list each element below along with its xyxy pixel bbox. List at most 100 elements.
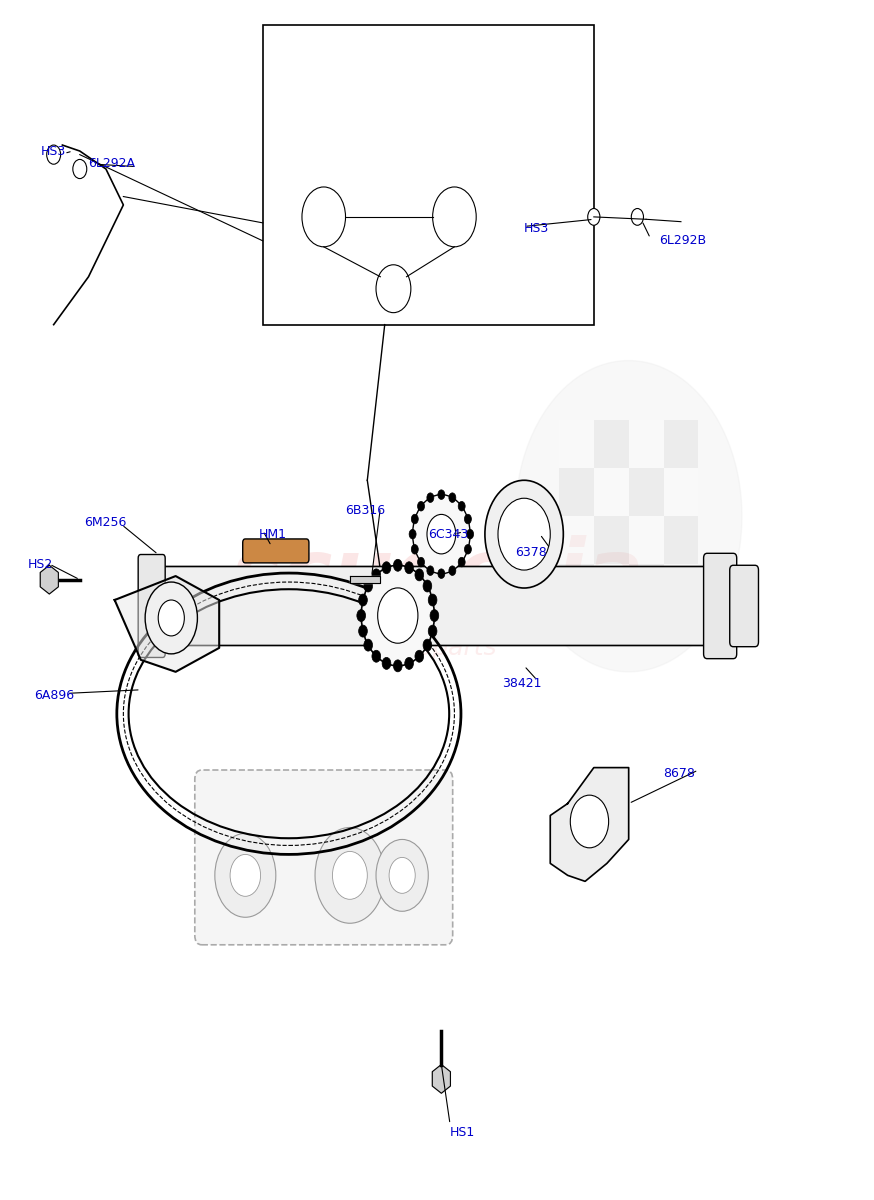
FancyBboxPatch shape: [263, 25, 593, 325]
Circle shape: [458, 502, 465, 511]
Circle shape: [393, 660, 402, 672]
Circle shape: [427, 493, 434, 503]
Bar: [663, 420, 698, 468]
Circle shape: [631, 209, 643, 226]
Circle shape: [405, 562, 413, 574]
Circle shape: [361, 565, 434, 666]
Circle shape: [418, 557, 425, 566]
Circle shape: [438, 490, 445, 499]
Circle shape: [485, 480, 564, 588]
FancyBboxPatch shape: [195, 770, 453, 944]
Text: HS2: HS2: [27, 558, 52, 570]
Circle shape: [415, 569, 424, 581]
Circle shape: [382, 562, 391, 574]
Circle shape: [389, 858, 415, 893]
Circle shape: [409, 529, 416, 539]
Polygon shape: [40, 565, 59, 594]
Text: autoparts: autoparts: [377, 636, 497, 660]
Bar: [559, 420, 593, 468]
FancyBboxPatch shape: [243, 539, 309, 563]
Circle shape: [302, 187, 345, 247]
Circle shape: [423, 580, 432, 592]
Bar: [663, 516, 698, 564]
Circle shape: [372, 569, 381, 581]
Circle shape: [571, 796, 608, 848]
Circle shape: [427, 515, 455, 554]
Bar: [593, 516, 628, 564]
Bar: [559, 468, 593, 516]
Circle shape: [467, 529, 474, 539]
Polygon shape: [551, 768, 628, 881]
Circle shape: [376, 265, 411, 313]
Text: HM1: HM1: [259, 528, 287, 541]
Bar: [628, 516, 663, 564]
Circle shape: [464, 515, 471, 524]
Circle shape: [358, 594, 367, 606]
Circle shape: [427, 566, 434, 576]
Circle shape: [378, 588, 418, 643]
Circle shape: [315, 828, 385, 923]
Circle shape: [158, 600, 184, 636]
Text: 38421: 38421: [503, 677, 542, 690]
Text: HS1: HS1: [450, 1127, 475, 1139]
Text: scuderia: scuderia: [230, 534, 644, 618]
Circle shape: [418, 502, 425, 511]
Circle shape: [433, 187, 476, 247]
Circle shape: [358, 625, 367, 637]
Circle shape: [405, 658, 413, 670]
Text: HS3: HS3: [524, 222, 550, 235]
Polygon shape: [516, 360, 742, 672]
Circle shape: [498, 498, 551, 570]
FancyBboxPatch shape: [154, 566, 720, 646]
Circle shape: [587, 209, 600, 226]
FancyBboxPatch shape: [730, 565, 759, 647]
Circle shape: [145, 582, 198, 654]
Text: 6378: 6378: [516, 546, 547, 559]
Text: 8678: 8678: [663, 767, 696, 780]
Circle shape: [412, 515, 419, 524]
Bar: [593, 420, 628, 468]
Bar: [628, 420, 663, 468]
Text: 6A896: 6A896: [34, 689, 74, 702]
Circle shape: [332, 852, 367, 899]
FancyBboxPatch shape: [138, 554, 165, 658]
Circle shape: [438, 569, 445, 578]
Circle shape: [46, 145, 60, 164]
Circle shape: [449, 566, 456, 576]
Circle shape: [413, 494, 470, 574]
Circle shape: [230, 854, 260, 896]
Circle shape: [464, 545, 471, 554]
Text: HS3: HS3: [40, 144, 66, 157]
FancyBboxPatch shape: [704, 553, 737, 659]
Bar: [559, 564, 593, 612]
Circle shape: [357, 610, 365, 622]
Polygon shape: [433, 1064, 450, 1093]
Bar: [559, 516, 593, 564]
Text: 6C343: 6C343: [428, 528, 468, 541]
Circle shape: [364, 580, 372, 592]
Circle shape: [376, 840, 428, 911]
Circle shape: [372, 650, 381, 662]
Circle shape: [73, 160, 87, 179]
Polygon shape: [350, 576, 380, 583]
Circle shape: [428, 594, 437, 606]
Text: 6M256: 6M256: [84, 516, 127, 529]
Circle shape: [428, 625, 437, 637]
Circle shape: [415, 650, 424, 662]
Circle shape: [382, 658, 391, 670]
Bar: [663, 564, 698, 612]
Circle shape: [393, 559, 402, 571]
Circle shape: [430, 610, 439, 622]
Bar: [628, 468, 663, 516]
Circle shape: [412, 545, 419, 554]
Circle shape: [449, 493, 456, 503]
Circle shape: [215, 834, 276, 917]
Circle shape: [423, 640, 432, 652]
Bar: [628, 564, 663, 612]
Circle shape: [458, 557, 465, 566]
Text: 6B316: 6B316: [345, 504, 385, 517]
Text: 6L292A: 6L292A: [88, 156, 135, 169]
Bar: [593, 468, 628, 516]
Text: 6L292B: 6L292B: [659, 234, 706, 247]
Bar: [593, 564, 628, 612]
